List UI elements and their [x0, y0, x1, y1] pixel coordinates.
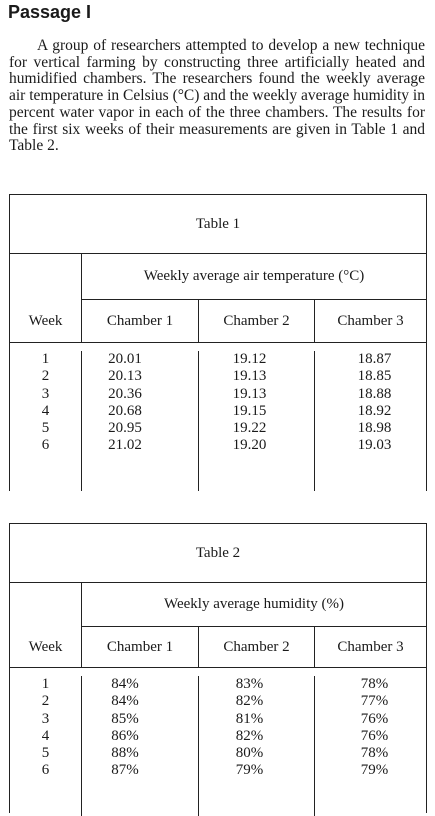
table-subtitle: Weekly average air temperature (°C) — [143, 268, 365, 284]
table-subtitle-row: Weekly average air temperature (°C) — [81, 254, 426, 300]
column-header-chamber-3: Chamber 3 — [314, 300, 426, 342]
table-cell: 2 — [41, 368, 50, 385]
column-header-chamber-3: Chamber 3 — [314, 627, 426, 667]
chamber-1-column: 84% 84% 85% 86% 88% 87% — [81, 676, 198, 816]
table-subtitle-row: Weekly average humidity (%) — [81, 583, 426, 627]
chamber-3-column: 18.87 18.85 18.88 18.92 18.98 19.03 — [314, 351, 426, 491]
table-cell: 3 — [41, 710, 50, 727]
table-cell: 80% — [235, 745, 264, 762]
table-cell: 76% — [360, 727, 389, 744]
table-cell: 19.15 — [232, 402, 267, 419]
column-header-chamber-1: Chamber 1 — [81, 300, 198, 342]
table-cell: 18.87 — [357, 351, 392, 367]
table-cell: 20.68 — [108, 402, 142, 419]
table-cell: 19.12 — [232, 351, 267, 367]
table-cell: 76% — [360, 710, 389, 727]
table-cell: 20.01 — [108, 351, 142, 367]
table-cell: 19.03 — [357, 437, 392, 454]
table-cell: 18.92 — [357, 402, 392, 419]
table-cell: 20.36 — [108, 385, 142, 402]
column-header-week: Week — [28, 312, 63, 329]
table-2: Table 2 Weekly average humidity (%) Week… — [9, 523, 427, 816]
table-cell: 19.22 — [232, 420, 267, 437]
table-cell: 18.85 — [357, 368, 392, 385]
table-cell: 85% — [111, 710, 139, 727]
table-title-row: Table 1 — [10, 195, 426, 254]
table-cell: 19.13 — [232, 368, 267, 385]
table-1: Table 1 Weekly average air temperature (… — [9, 194, 427, 491]
column-header-row: Week Chamber 1 Chamber 2 Chamber 3 — [10, 300, 426, 343]
table-cell: 3 — [41, 385, 50, 402]
table-cell: 20.95 — [108, 420, 142, 437]
table-cell: 5 — [41, 420, 50, 437]
table-cell: 86% — [111, 727, 139, 744]
table-cell: 79% — [235, 762, 264, 779]
table-cell: 21.02 — [108, 437, 142, 454]
table-cell: 18.88 — [357, 385, 392, 402]
table-cell: 83% — [235, 676, 264, 692]
column-header-chamber-2: Chamber 2 — [198, 627, 314, 667]
chamber-1-column: 20.01 20.13 20.36 20.68 20.95 21.02 — [81, 351, 198, 491]
column-header-chamber-2: Chamber 2 — [198, 300, 314, 342]
table-cell: 1 — [41, 351, 50, 367]
table-cell: 88% — [111, 745, 139, 762]
table-cell: 82% — [235, 693, 264, 710]
table-cell: 78% — [360, 676, 389, 692]
table-cell: 6 — [41, 762, 50, 779]
chamber-3-column: 78% 77% 76% 76% 78% 79% — [314, 676, 426, 816]
table-cell: 1 — [41, 676, 50, 692]
table-subtitle: Weekly average humidity (%) — [164, 596, 344, 612]
table-title: Table 1 — [195, 215, 241, 232]
table-cell: 84% — [111, 676, 139, 692]
chamber-2-column: 19.12 19.13 19.13 19.15 19.22 19.20 — [198, 351, 314, 491]
table-cell: 6 — [41, 437, 50, 454]
table-cell: 4 — [41, 727, 50, 744]
table-cell: 77% — [360, 693, 389, 710]
column-header-row: Week Chamber 1 Chamber 2 Chamber 3 — [10, 627, 426, 668]
table-cell: 4 — [41, 402, 50, 419]
table-title: Table 2 — [195, 544, 241, 561]
table-cell: 81% — [235, 710, 264, 727]
passage-heading: Passage I — [8, 2, 92, 22]
column-header-week: Week — [28, 638, 63, 655]
table-cell: 20.13 — [108, 368, 142, 385]
table-cell: 19.13 — [232, 385, 267, 402]
passage-text: A group of researchers attempted to deve… — [9, 37, 425, 155]
table-cell: 18.98 — [357, 420, 392, 437]
table-title-row: Table 2 — [10, 524, 426, 583]
table-cell: 78% — [360, 745, 389, 762]
table-cell: 19.20 — [232, 437, 267, 454]
table-cell: 2 — [41, 693, 50, 710]
chamber-2-column: 83% 82% 81% 82% 80% 79% — [198, 676, 314, 816]
table-cell: 5 — [41, 745, 50, 762]
table-cell: 79% — [360, 762, 389, 779]
table-cell: 82% — [235, 727, 264, 744]
table-cell: 87% — [111, 762, 139, 779]
table-cell: 84% — [111, 693, 139, 710]
column-header-chamber-1: Chamber 1 — [81, 627, 198, 667]
